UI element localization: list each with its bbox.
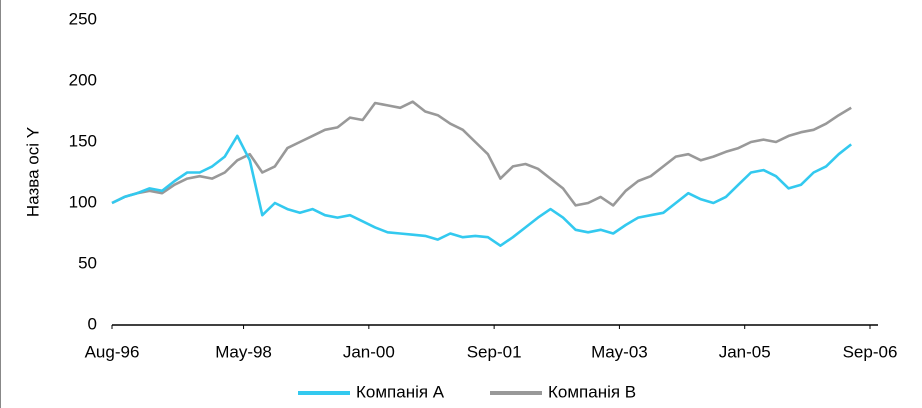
y-tick-label: 100 xyxy=(69,192,97,211)
legend-label: Компанія A xyxy=(356,382,445,401)
x-tick-label: Sep-01 xyxy=(467,342,522,361)
y-tick-label: 50 xyxy=(78,253,97,272)
series-line xyxy=(111,100,852,207)
y-tick-label: 0 xyxy=(88,314,97,333)
y-tick-label: 150 xyxy=(69,131,97,150)
x-tick-label: Sep-06 xyxy=(843,342,898,361)
y-axis-label: Назва осі Y xyxy=(23,127,42,217)
x-tick-label: Jan-00 xyxy=(343,342,395,361)
x-tick-label: Aug-96 xyxy=(85,342,140,361)
y-tick-label: 200 xyxy=(69,70,97,89)
legend-label: Компанія B xyxy=(548,382,636,401)
x-tick-label: May-03 xyxy=(591,342,648,361)
series-line xyxy=(111,134,853,247)
x-tick-label: Jan-05 xyxy=(719,342,771,361)
x-tick-label: May-98 xyxy=(215,342,272,361)
y-tick-label: 250 xyxy=(69,9,97,28)
